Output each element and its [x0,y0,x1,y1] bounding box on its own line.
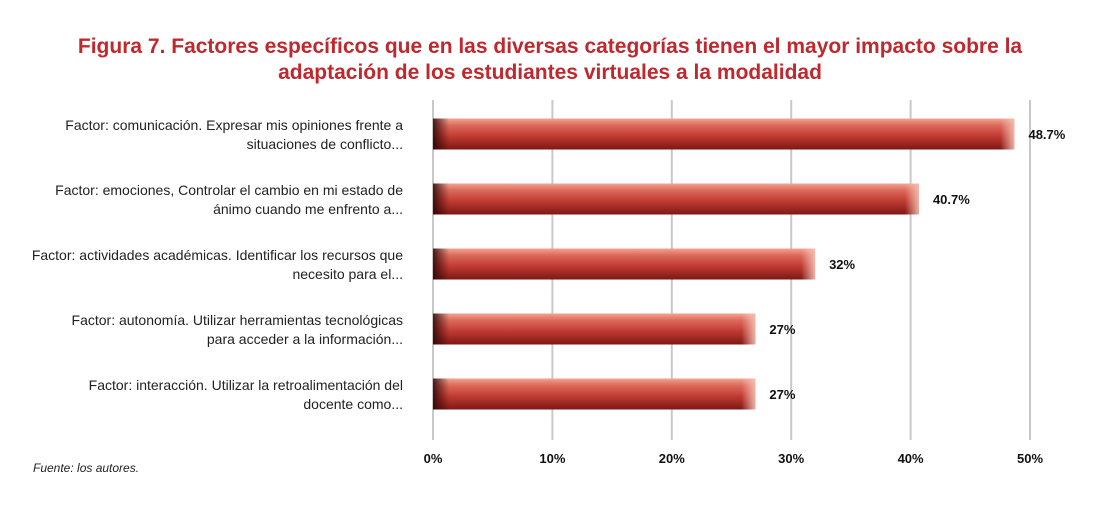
category-label-line: Factor: autonomía. Utilizar herramientas… [72,312,403,328]
category-labels: Factor: comunicación. Expresar mis opini… [32,117,403,412]
category-label-line: Factor: emociones, Controlar el cambio e… [55,182,403,198]
bar-highlight-right [904,183,919,215]
bar-value-label: 32% [829,257,855,272]
category-label: Factor: actividades académicas. Identifi… [32,247,403,282]
bar-shade-left [433,183,449,215]
category-label-line: necesito para el... [292,266,403,282]
bar-highlight-right [741,313,756,345]
bar-group: 40.7% [433,183,970,215]
bar [433,118,1015,150]
bar-group: 27% [433,313,796,345]
bar-shade-left [433,378,449,410]
bar-value-label: 27% [769,322,795,337]
category-label-line: Factor: comunicación. Expresar mis opini… [65,117,403,133]
x-axis-ticks: 0% 10% 20% 30% 40% 50% [424,451,1044,466]
bar-group: 32% [433,248,856,280]
chart-title: Figura 7. Factores específicos que en la… [20,34,1080,86]
bar-group: 48.7% [433,118,1066,150]
bar [433,378,756,410]
category-label-line: Factor: interacción. Utilizar la retroal… [89,377,403,393]
bar-highlight-right [1000,118,1015,150]
bar-highlight-right [741,378,756,410]
category-label-line: situaciones de conflicto... [247,136,403,152]
chart-title-line-2: adaptación de los estudiantes virtuales … [278,61,822,84]
category-label-line: docente como... [303,396,403,412]
bar-group: 27% [433,378,796,410]
x-tick-label: 10% [539,451,565,466]
x-tick-label: 50% [1017,451,1043,466]
bar [433,183,919,215]
category-label-line: Factor: actividades académicas. Identifi… [32,247,403,263]
bar-highlight-right [801,248,816,280]
bar-value-label: 40.7% [933,192,970,207]
bar-shade-left [433,248,449,280]
bar-value-label: 48.7% [1028,127,1065,142]
x-tick-label: 0% [424,451,443,466]
bar-shade-left [433,313,449,345]
bar-value-label: 27% [769,387,795,402]
category-label-line: ánimo cuando me enfrento a... [213,201,403,217]
bar [433,248,816,280]
category-label: Factor: interacción. Utilizar la retroal… [89,377,403,412]
x-tick-label: 30% [778,451,804,466]
chart-title-line-1: Figura 7. Factores específicos que en la… [77,35,1023,58]
x-tick-label: 40% [898,451,924,466]
category-label: Factor: autonomía. Utilizar herramientas… [72,312,403,347]
x-tick-label: 20% [659,451,685,466]
category-label: Factor: comunicación. Expresar mis opini… [65,117,403,152]
bar [433,313,756,345]
bars: 48.7% 40.7% 32% 27% 27% [433,118,1066,410]
bar-shade-left [433,118,449,150]
category-label-line: para acceder a la información... [207,331,403,347]
source-note: Fuente: los autores. [33,461,140,475]
category-label: Factor: emociones, Controlar el cambio e… [55,182,403,217]
